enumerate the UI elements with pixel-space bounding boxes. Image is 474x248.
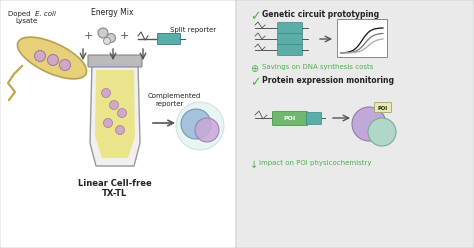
Circle shape [116, 125, 125, 134]
Circle shape [35, 51, 46, 62]
Text: Genetic circuit prototyping: Genetic circuit prototyping [262, 10, 379, 19]
Circle shape [103, 119, 112, 127]
Circle shape [195, 118, 219, 142]
FancyBboxPatch shape [88, 55, 142, 67]
Text: Lysate: Lysate [15, 18, 37, 24]
Circle shape [181, 109, 211, 139]
Circle shape [60, 60, 71, 70]
Circle shape [101, 89, 110, 97]
Text: ✓: ✓ [250, 76, 261, 89]
Polygon shape [95, 70, 135, 158]
Ellipse shape [18, 37, 87, 79]
Text: +: + [83, 31, 93, 41]
Circle shape [109, 100, 118, 110]
Circle shape [176, 102, 224, 150]
Text: ⊕: ⊕ [250, 64, 258, 74]
FancyBboxPatch shape [277, 44, 302, 56]
Polygon shape [90, 63, 140, 166]
Text: Protein expression monitoring: Protein expression monitoring [262, 76, 394, 85]
FancyBboxPatch shape [374, 102, 392, 113]
Circle shape [352, 107, 386, 141]
FancyBboxPatch shape [337, 19, 387, 57]
Circle shape [118, 109, 127, 118]
Circle shape [368, 118, 396, 146]
Text: impact on POI physicochemistry: impact on POI physicochemistry [259, 160, 372, 166]
Text: TX-TL: TX-TL [102, 188, 128, 197]
Text: POI: POI [284, 116, 296, 121]
Text: Savings on DNA synthesis costs: Savings on DNA synthesis costs [262, 64, 374, 70]
Circle shape [103, 37, 110, 44]
Circle shape [107, 33, 116, 42]
FancyBboxPatch shape [0, 0, 236, 248]
Text: E. coli: E. coli [35, 11, 56, 17]
Text: Complemented: Complemented [148, 93, 201, 99]
Text: Split reporter: Split reporter [170, 27, 216, 33]
FancyBboxPatch shape [307, 113, 321, 124]
Text: POI: POI [378, 105, 388, 111]
FancyBboxPatch shape [277, 33, 302, 44]
Circle shape [47, 55, 58, 65]
FancyBboxPatch shape [277, 23, 302, 33]
Text: ✓: ✓ [250, 10, 261, 23]
Text: Doped: Doped [8, 11, 33, 17]
Text: reporter: reporter [155, 101, 183, 107]
FancyBboxPatch shape [236, 0, 474, 248]
FancyBboxPatch shape [157, 33, 181, 44]
Text: ↓: ↓ [250, 160, 258, 170]
Text: +: + [119, 31, 128, 41]
Circle shape [98, 28, 108, 38]
FancyBboxPatch shape [273, 112, 308, 125]
Text: Linear Cell-free: Linear Cell-free [78, 179, 152, 187]
Text: Energy Mix: Energy Mix [91, 8, 133, 17]
